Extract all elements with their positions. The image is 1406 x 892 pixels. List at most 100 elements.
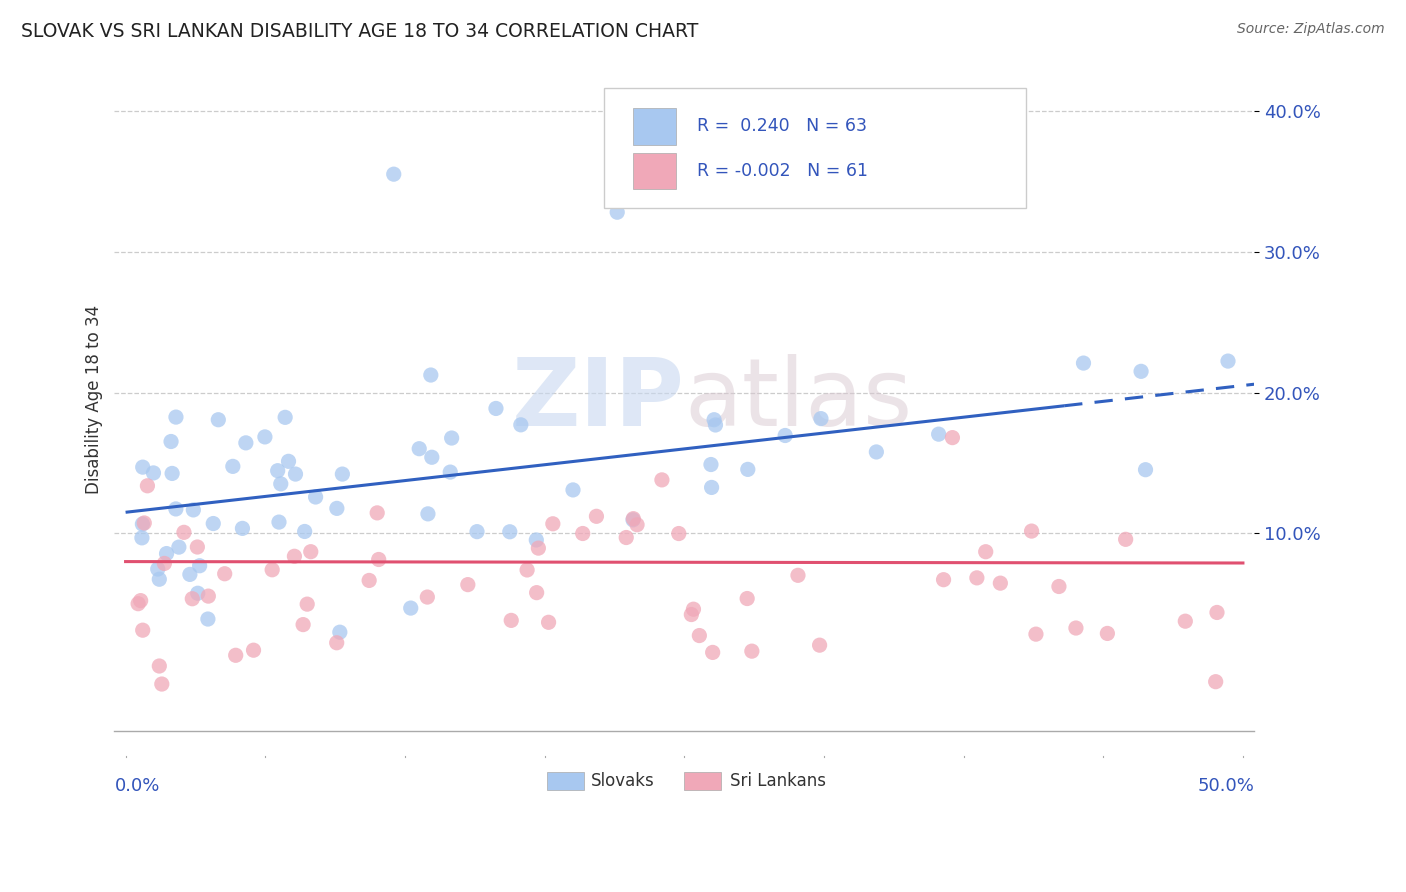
Point [253,430,276,444]
Point [134,516,156,530]
Point [865,445,887,459]
Point [499,524,522,539]
Point [741,644,763,658]
Point [501,614,523,628]
FancyBboxPatch shape [633,153,676,189]
Point [416,507,439,521]
Point [187,586,209,600]
Point [932,573,955,587]
Point [129,593,152,607]
Point [585,509,607,524]
Point [537,615,560,630]
Point [165,502,187,516]
Point [928,427,950,442]
Point [262,563,284,577]
Point [700,480,723,494]
Point [541,516,564,531]
Point [165,410,187,425]
Point [399,601,422,615]
Point [153,557,176,571]
Point [527,541,550,555]
Point [416,590,439,604]
Text: R =  0.240   N = 63: R = 0.240 N = 63 [697,118,866,136]
Point [1216,354,1239,368]
Point [440,431,463,445]
Point [359,574,381,588]
Point [274,410,297,425]
Point [366,506,388,520]
Text: SLOVAK VS SRI LANKAN DISABILITY AGE 18 TO 34 CORRELATION CHART: SLOVAK VS SRI LANKAN DISABILITY AGE 18 T… [21,22,699,41]
Point [735,591,758,606]
Point [329,625,352,640]
FancyBboxPatch shape [605,88,1026,208]
Point [150,677,173,691]
Point [808,638,831,652]
Point [136,479,159,493]
Point [186,540,208,554]
Text: Source: ZipAtlas.com: Source: ZipAtlas.com [1237,22,1385,37]
Point [700,458,723,472]
Point [148,572,170,586]
Point [614,531,637,545]
Point [179,567,201,582]
Point [966,571,988,585]
FancyBboxPatch shape [547,772,583,790]
Point [516,563,538,577]
Point [621,513,644,527]
FancyBboxPatch shape [633,108,676,145]
Point [188,558,211,573]
Text: 50.0%: 50.0% [1198,777,1254,795]
Point [127,597,149,611]
Point [1021,524,1043,538]
Point [222,459,245,474]
Point [304,490,326,504]
Point [267,515,290,529]
Point [651,473,673,487]
Point [1206,606,1229,620]
Point [167,540,190,554]
Point [325,636,347,650]
Point [681,607,703,622]
Point [270,476,292,491]
Point [974,545,997,559]
Point [1174,614,1197,628]
Point [146,562,169,576]
Text: atlas: atlas [685,353,912,446]
Point [267,464,290,478]
Point [160,434,183,449]
Point [367,552,389,566]
Point [225,648,247,663]
Point [299,544,322,558]
Point [703,413,725,427]
Point [737,462,759,476]
Point [457,577,479,591]
Point [419,368,441,382]
Point [1047,580,1070,594]
Point [214,566,236,581]
Point [202,516,225,531]
Point [1097,626,1119,640]
Point [606,205,628,219]
Point [294,524,316,539]
Point [231,521,253,535]
Point [626,517,648,532]
Point [283,549,305,564]
Point [277,454,299,468]
Text: R = -0.002   N = 61: R = -0.002 N = 61 [697,161,868,180]
Text: Sri Lankans: Sri Lankans [730,772,825,790]
Point [668,526,690,541]
Point [408,442,430,456]
Point [284,467,307,481]
Point [773,428,796,442]
Point [562,483,585,497]
Text: ZIP: ZIP [512,353,685,446]
Point [183,503,205,517]
Point [787,568,810,582]
Point [1130,364,1153,378]
Point [155,547,177,561]
Point [382,167,405,181]
Point [148,659,170,673]
Point [702,645,724,659]
Point [173,525,195,540]
Point [988,576,1011,591]
